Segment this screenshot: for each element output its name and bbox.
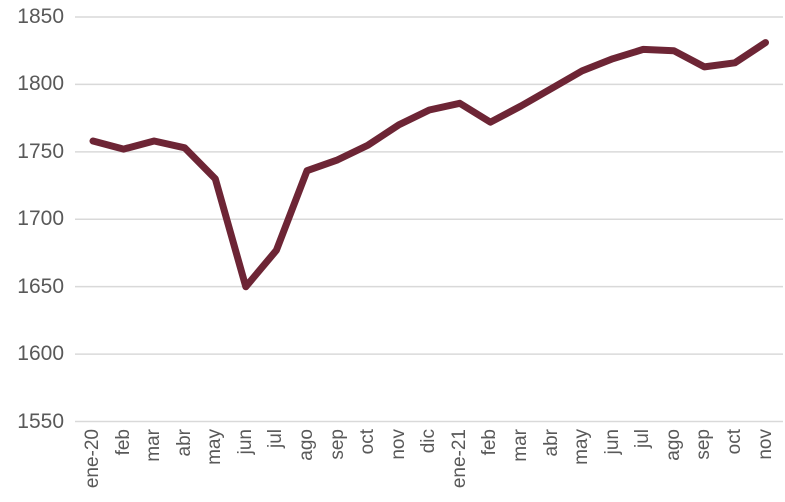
x-axis-tick-label-text: ago <box>662 429 684 461</box>
x-axis-tick-label-text: nov <box>387 429 409 460</box>
y-axis-tick-label: 1750 <box>17 139 64 163</box>
x-axis-tick-label: mar <box>510 429 532 467</box>
x-axis-tick-label: may <box>204 429 226 470</box>
x-axis-tick-label-text: oct <box>723 429 745 455</box>
x-axis-tick-label: jun <box>602 429 624 459</box>
x-axis-tick-label-text: feb <box>479 429 501 456</box>
x-axis-tick-label-text: ene-20 <box>82 429 103 489</box>
x-axis-tick-label: jul <box>632 429 654 453</box>
x-axis-tick-label: dic <box>418 429 440 458</box>
x-axis-tick-label: abr <box>174 429 196 461</box>
x-axis-tick-label-text: abr <box>173 429 195 457</box>
series-line <box>89 39 769 291</box>
x-axis-tick-label-text: nov <box>754 429 776 460</box>
x-axis-tick-label: nov <box>388 429 410 465</box>
x-axis-tick-label-text: sep <box>326 429 348 460</box>
x-axis-tick-label-text: ago <box>295 429 317 461</box>
gridlines <box>75 16 783 423</box>
x-axis-tick-label-text: mar <box>509 429 531 462</box>
x-axis-tick-label: ago <box>663 429 685 466</box>
x-axis-tick-label-text: oct <box>357 429 379 455</box>
x-axis-tick-label: oct <box>357 429 379 459</box>
x-axis-tick-label-text: jun <box>601 429 623 455</box>
x-axis-tick-label: ene-21 <box>449 429 471 493</box>
x-axis-tick-label: feb <box>113 429 135 460</box>
x-axis-tick-label-text: mar <box>143 429 165 462</box>
x-axis-tick-label: jul <box>265 429 287 453</box>
x-axis-tick-label: may <box>571 429 593 470</box>
x-axis-tick-label: sep <box>327 429 349 465</box>
y-axis-tick-label: 1850 <box>17 5 64 28</box>
x-axis-tick-label: oct <box>724 429 746 459</box>
x-axis-tick-label: nov <box>755 429 777 465</box>
y-axis-tick-label: 1700 <box>17 207 64 231</box>
y-axis-tick-label: 1550 <box>17 409 64 433</box>
y-axis-tick-label: 1650 <box>17 274 64 298</box>
x-axis-tick-label-text: jul <box>265 429 287 449</box>
x-axis-tick-label-text: jun <box>234 429 256 455</box>
x-axis-tick-label-text: sep <box>693 429 715 460</box>
x-axis-tick-label: jun <box>235 429 257 459</box>
x-axis-tick-label: feb <box>479 429 501 460</box>
x-axis-tick-label-text: dic <box>418 429 440 454</box>
x-axis-tick-label: sep <box>693 429 715 465</box>
x-axis-tick-label: ene-20 <box>82 429 104 493</box>
y-axis-tick-label: 1800 <box>17 72 64 96</box>
x-axis-tick-label-text: jul <box>632 429 654 449</box>
x-axis-tick-label: mar <box>143 429 165 467</box>
x-axis-tick-label-text: may <box>571 429 593 465</box>
x-axis-tick-label-text: may <box>204 429 226 465</box>
x-axis-tick-label-text: abr <box>540 429 562 457</box>
x-axis-tick-label: abr <box>541 429 563 461</box>
y-axis-tick-label: 1600 <box>17 342 64 366</box>
x-axis-tick-label-text: ene-21 <box>448 429 470 489</box>
x-axis-tick-label-text: feb <box>112 429 134 456</box>
x-axis-tick-label: ago <box>296 429 318 466</box>
